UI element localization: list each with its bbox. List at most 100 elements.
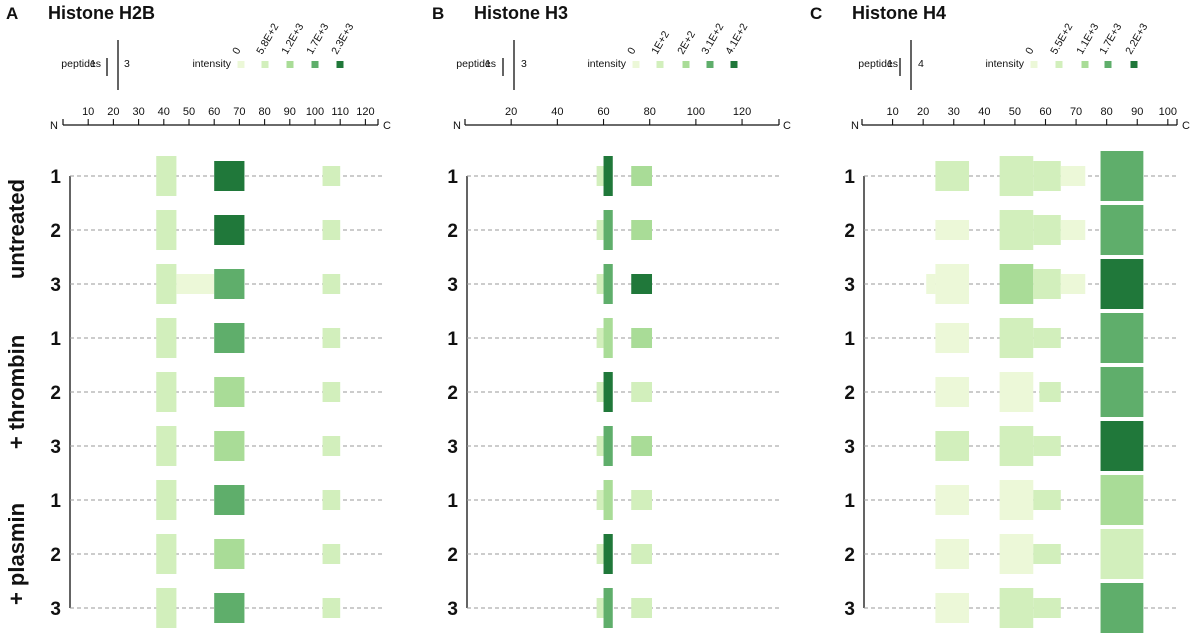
peptide-segment-a-4-2	[322, 382, 341, 402]
intensity-legend-label-c-3: 1.7E+3	[1097, 21, 1124, 56]
intensity-label-a: intensity	[192, 58, 231, 70]
axis-tick-label-c-90: 90	[1131, 106, 1143, 118]
peptide-segment-b-1-0	[596, 220, 604, 240]
group-label-untreated: untreated	[4, 179, 29, 279]
peptide-segment-a-1-2	[322, 220, 341, 240]
peptide-segment-c-6-0	[935, 485, 970, 515]
peptide-segment-a-3-0	[156, 318, 177, 358]
axis-tick-label-c-100: 100	[1159, 106, 1177, 118]
peptide-segment-b-1-2	[631, 220, 653, 240]
axis-tick-label-c-10: 10	[886, 106, 898, 118]
intensity-legend-label-a-1: 5.8E+2	[254, 21, 281, 56]
peptide-segment-c-0-0	[935, 161, 970, 191]
row-label-b-6: 1	[447, 491, 458, 512]
peptide-segment-c-4-1	[999, 372, 1034, 412]
intensity-legend-label-c-4: 2.2E+3	[1123, 21, 1150, 56]
row-label-b-3: 1	[447, 329, 458, 350]
axis-tick-label-a-70: 70	[233, 106, 245, 118]
axis-tick-label-a-40: 40	[158, 106, 170, 118]
peptide-segment-c-6-1	[999, 480, 1034, 520]
group-label-thrombin: + thrombin	[4, 335, 29, 449]
intensity-legend-label-a-3: 1.7E+3	[304, 21, 331, 56]
peptides-min-b: 1	[485, 58, 491, 70]
peptide-segment-a-7-1	[214, 539, 245, 569]
peptide-segment-b-5-1	[603, 426, 613, 466]
intensity-legend-label-b-0: 0	[625, 45, 638, 56]
peptide-segment-a-2-1	[176, 274, 215, 294]
peptide-segment-b-7-0	[596, 544, 604, 564]
row-label-a-0: 1	[50, 167, 61, 188]
peptide-segment-c-4-2	[1039, 382, 1061, 402]
intensity-legend-label-b-4: 4.1E+2	[723, 21, 750, 56]
row-label-c-3: 1	[844, 329, 855, 350]
axis-tick-label-b-120: 120	[733, 106, 751, 118]
peptide-segment-b-8-1	[603, 588, 613, 628]
peptides-min-a: 1	[90, 58, 96, 70]
peptide-segment-c-2-2	[999, 264, 1034, 304]
peptide-segment-a-2-3	[322, 274, 341, 294]
peptides-max-a: 3	[124, 58, 130, 70]
panel-c: C Histone H4 peptides 1 4 intensity N C	[810, 3, 1190, 132]
chart-marks: 0 5.8E+21.2E+31.7E+32.3E+310 20 30 40 50 60 70 8…	[50, 21, 1178, 633]
peptide-segment-b-0-0	[596, 166, 604, 186]
panel-letter-a: A	[6, 4, 18, 23]
intensity-legend-label-c-0: 0	[1023, 45, 1036, 56]
axis-n-label-a: N	[50, 120, 58, 132]
peptide-segment-c-4-3	[1100, 367, 1144, 417]
peptide-segment-a-3-2	[322, 328, 341, 348]
intensity-swatch-a-3	[311, 61, 319, 68]
peptide-segment-c-3-3	[1100, 313, 1144, 363]
peptide-segment-a-7-2	[322, 544, 341, 564]
axis-tick-label-a-90: 90	[284, 106, 296, 118]
intensity-swatch-c-4	[1130, 61, 1138, 68]
peptide-segment-b-0-2	[631, 166, 653, 186]
peptide-segment-c-8-1	[999, 588, 1034, 628]
peptide-segment-a-4-1	[214, 377, 245, 407]
axis-n-label-c: N	[851, 120, 859, 132]
intensity-swatch-b-4	[730, 61, 738, 68]
intensity-legend-label-c-1: 5.5E+2	[1048, 21, 1075, 56]
intensity-swatch-a-0	[237, 61, 245, 68]
peptide-segment-b-8-0	[596, 598, 604, 618]
intensity-legend-label-b-3: 3.1E+2	[699, 21, 726, 56]
peptide-segment-c-6-2	[1033, 490, 1061, 510]
axis-tick-label-a-30: 30	[132, 106, 144, 118]
peptide-segment-b-3-0	[596, 328, 604, 348]
axis-tick-label-b-20: 20	[505, 106, 517, 118]
peptides-min-c: 1	[887, 58, 893, 70]
axis-tick-label-b-100: 100	[687, 106, 705, 118]
peptides-label-a: peptides	[61, 58, 101, 70]
peptide-segment-b-4-1	[603, 372, 613, 412]
peptide-segment-c-3-2	[1033, 328, 1061, 348]
peptide-segment-b-5-0	[596, 436, 604, 456]
axis-tick-label-b-80: 80	[644, 106, 656, 118]
peptide-segment-c-4-0	[935, 377, 970, 407]
row-label-c-2: 3	[844, 275, 855, 296]
panel-title-b: Histone H3	[474, 3, 568, 23]
peptide-segment-a-5-1	[214, 431, 245, 461]
peptide-segment-a-5-0	[156, 426, 177, 466]
row-label-c-1: 2	[844, 221, 855, 242]
row-label-c-5: 3	[844, 437, 855, 458]
peptide-segment-c-2-4	[1060, 274, 1086, 294]
axis-tick-label-b-40: 40	[551, 106, 563, 118]
peptide-segment-a-1-0	[156, 210, 177, 250]
axis-tick-label-a-80: 80	[258, 106, 270, 118]
peptide-segment-c-2-0	[926, 274, 936, 294]
row-label-a-8: 3	[50, 599, 61, 620]
peptide-segment-c-3-0	[935, 323, 970, 353]
peptide-segment-a-2-0	[156, 264, 177, 304]
row-label-c-8: 3	[844, 599, 855, 620]
intensity-swatch-c-2	[1081, 61, 1089, 68]
intensity-label-b: intensity	[587, 58, 626, 70]
panel-letter-c: C	[810, 4, 822, 23]
row-label-a-4: 2	[50, 383, 61, 404]
axis-tick-label-c-20: 20	[917, 106, 929, 118]
row-label-b-5: 3	[447, 437, 458, 458]
peptides-max-b: 3	[521, 58, 527, 70]
row-label-b-0: 1	[447, 167, 458, 188]
peptide-segment-b-4-2	[631, 382, 653, 402]
peptide-segment-c-6-3	[1100, 475, 1144, 525]
peptide-segment-b-4-0	[596, 382, 604, 402]
